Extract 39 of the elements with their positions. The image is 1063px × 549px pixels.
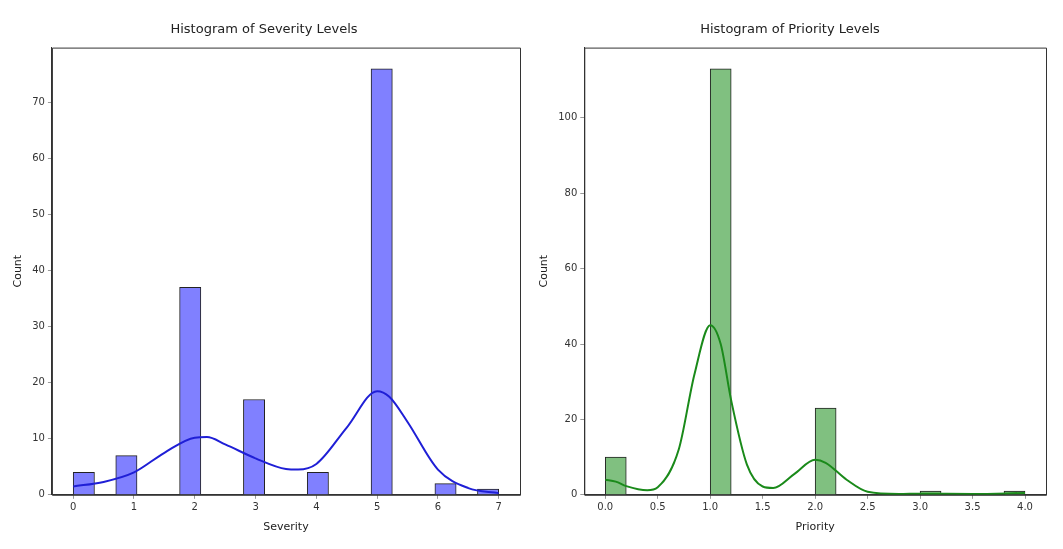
x-tick-label: 5 bbox=[373, 501, 381, 513]
line-series bbox=[604, 324, 1027, 495]
y-tick-label: 10 bbox=[32, 432, 45, 444]
x-axis-title: Priority bbox=[795, 520, 836, 534]
chart-title: Histogram of Priority Levels bbox=[700, 21, 881, 37]
y-tick-label: 50 bbox=[32, 208, 45, 220]
y-tick-label: 20 bbox=[564, 413, 578, 425]
x-tick-label: 0 bbox=[70, 501, 77, 513]
y-tick-label: 60 bbox=[32, 152, 45, 164]
y-axis-title: Count bbox=[537, 254, 551, 288]
y-tick-label: 40 bbox=[32, 264, 45, 276]
y-tick-label: 40 bbox=[564, 337, 578, 349]
x-axis-title: Severity bbox=[263, 520, 310, 534]
x-tick-label: 4 bbox=[313, 501, 320, 513]
y-axis-title: Count bbox=[11, 254, 25, 288]
x-tick-label: 3.0 bbox=[912, 501, 929, 513]
x-tick-label: 1.0 bbox=[702, 501, 719, 513]
x-tick-label: 0.0 bbox=[597, 501, 614, 513]
y-tick-label: 20 bbox=[32, 376, 45, 388]
x-tick-label: 2.0 bbox=[807, 501, 824, 513]
y-tick-label: 60 bbox=[564, 262, 578, 274]
y-tick-label: 0 bbox=[38, 488, 45, 500]
x-tick-label: 2.5 bbox=[859, 501, 876, 513]
x-tick-label: 1 bbox=[130, 501, 138, 513]
y-tick-label: 0 bbox=[570, 488, 578, 500]
line-series bbox=[72, 390, 500, 495]
y-tick-label: 100 bbox=[558, 111, 578, 123]
x-tick-label: 7 bbox=[495, 501, 502, 513]
x-tick-label: 6 bbox=[434, 501, 442, 513]
chart-title: Histogram of Severity Levels bbox=[170, 21, 358, 37]
x-tick-label: 2 bbox=[191, 501, 198, 513]
x-tick-label: 1.5 bbox=[754, 501, 771, 513]
y-tick-label: 30 bbox=[32, 320, 45, 332]
x-tick-label: 3.5 bbox=[964, 501, 981, 513]
x-tick-label: 3 bbox=[252, 501, 259, 513]
x-tick-label: 4.0 bbox=[1017, 501, 1033, 513]
y-tick-label: 80 bbox=[564, 186, 578, 198]
x-tick-label: 0.5 bbox=[649, 501, 666, 513]
y-tick-label: 70 bbox=[32, 96, 45, 108]
